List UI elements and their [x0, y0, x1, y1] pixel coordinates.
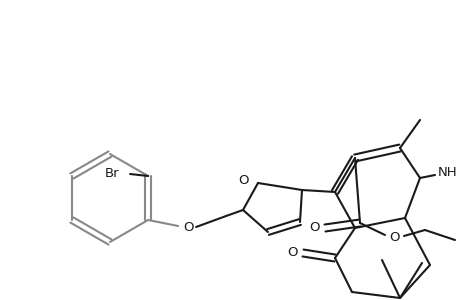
Text: O: O: [183, 221, 193, 235]
Text: O: O: [287, 247, 297, 260]
Text: Br: Br: [105, 167, 119, 181]
Text: O: O: [389, 232, 399, 244]
Text: O: O: [238, 175, 249, 188]
Text: O: O: [309, 221, 319, 235]
Text: NH: NH: [437, 167, 457, 179]
